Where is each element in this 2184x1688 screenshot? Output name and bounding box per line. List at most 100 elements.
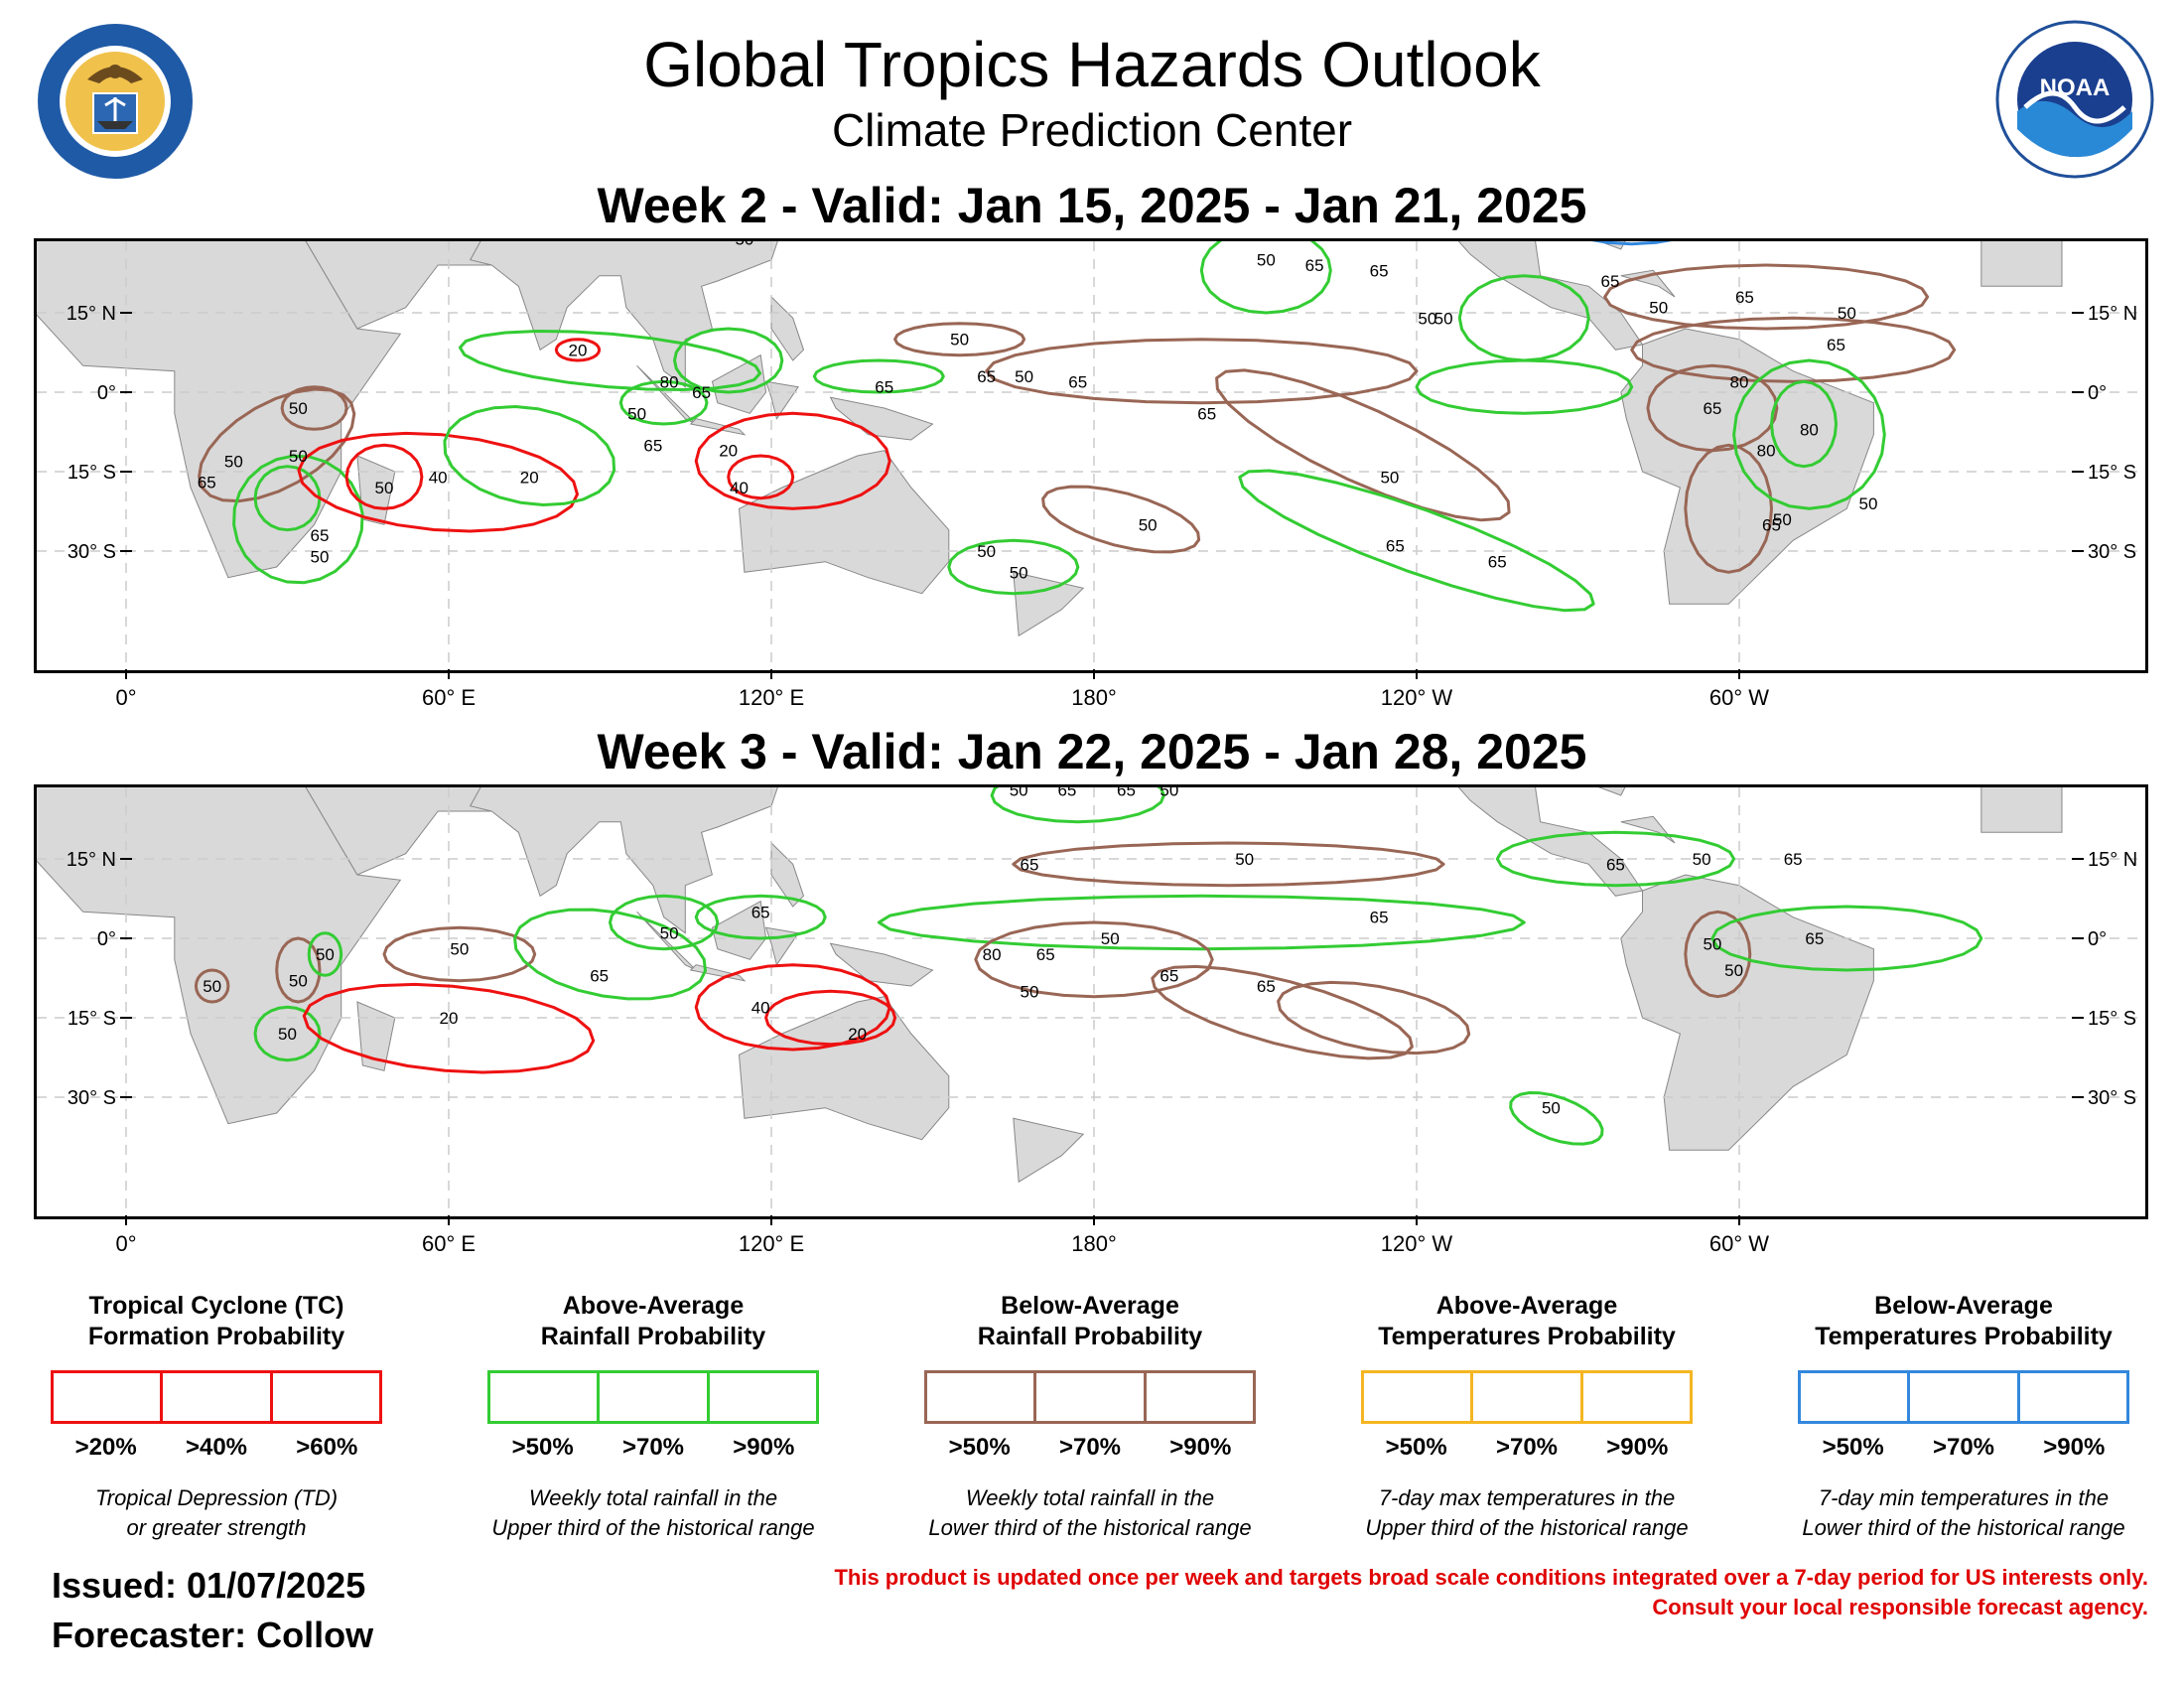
lon-tick [1093,1215,1095,1225]
legend-note: Weekly total rainfall in the Upper third … [465,1483,842,1543]
legend-threshold: >90% [733,1434,795,1461]
contour-value-label: 65 [1117,787,1136,800]
legend-swatch [1798,1370,1911,1424]
lat-label-right: 0° [2088,928,2107,950]
legend-swatch [1361,1370,1474,1424]
brown-probability-contour [275,936,322,1004]
lon-label: 120° W [1380,1231,1453,1256]
contour-value-label: 80 [1800,420,1819,439]
green-probability-contour [1710,905,1983,972]
land-mass [1620,328,1874,605]
contour-value-label: 65 [1021,855,1039,874]
contour-value-label: 80 [1757,442,1776,461]
legend-title-line: Temperatures Probability [1815,1323,2113,1350]
legend-swatch [1582,1370,1693,1424]
legend-threshold: >50% [1822,1434,1884,1461]
hazard-contours [198,241,1957,613]
contour-value-label: 50 [450,940,469,959]
legend-thresholds: >50% >70% >90% [1361,1434,1693,1462]
latitude-axis: 30° N 30° N 15° N 15° N 0° 0° 15° S 15° S 30° S 3… [67,787,2138,1109]
contour-value-label: 50 [289,447,308,466]
contour-value-label: 50 [660,924,679,943]
green-probability-contour [1770,379,1838,469]
contour-value-label: 65 [1068,372,1087,391]
land-mass [469,241,778,388]
lat-label-left: 30° N [67,787,116,791]
brown-probability-contour [1684,910,1752,999]
legend-note-line: Weekly total rainfall in the [965,1485,1215,1510]
contour-value-label: 65 [1488,553,1507,572]
lon-label: 0° [115,685,137,710]
contour-value-label: 20 [848,1025,867,1044]
land-mass [1013,1117,1085,1184]
land-layer [37,787,2063,1184]
contour-value-label: 65 [1036,945,1055,964]
land-mass [1013,571,1085,637]
issued-date: Issued: 01/07/2025 [52,1565,366,1606]
land-mass [711,900,767,960]
lon-tick [1738,1215,1740,1225]
disclaimer-line-1: This product is updated once per week an… [834,1565,2148,1590]
contour-value-label: 65 [1784,850,1803,869]
legend-threshold: >60% [296,1434,358,1461]
contour-value-label: 50 [1649,299,1668,318]
contour-value-label: 65 [977,367,996,386]
contour-value-label: 40 [429,468,448,487]
green-probability-contour [1238,469,1595,613]
legend-swatch [924,1370,1037,1424]
contour-value-label: 50 [375,479,394,497]
contour-value-label: 65 [1735,288,1754,307]
lon-tick [125,669,127,679]
land-mass [770,295,805,361]
land-mass [305,241,511,330]
red-probability-contour [554,338,602,362]
blue-probability-contour [1591,241,1673,246]
contour-value-label: 50 [735,241,753,248]
legend-thresholds: >50% >70% >90% [924,1434,1256,1462]
contour-value-label: 50 [1693,850,1711,869]
lat-label-right: 0° [2088,382,2107,404]
contour-value-label: 80 [660,372,679,391]
red-probability-contour [694,411,891,510]
contour-value-label: 50 [1859,494,1878,513]
legend-title-line: Tropical Cyclone (TC) [88,1292,344,1320]
contour-value-label: 65 [643,436,662,455]
green-probability-contour [990,787,1165,824]
legend-title-line: Above-Average [562,1292,745,1320]
brown-probability-contour [1277,980,1471,1055]
legend-threshold: >50% [511,1434,574,1461]
contour-value-label: 50 [1160,787,1178,800]
land-layer [37,241,2063,637]
contour-value-label: 65 [875,378,893,397]
lon-label: 120° W [1380,685,1453,710]
legend-note-line: Lower third of the historical range [928,1515,1252,1540]
lat-label-right: 30° S [2088,541,2136,563]
lat-label-left: 15° S [68,462,116,484]
lat-label-right: 30° N [2088,787,2137,791]
lon-tick [1738,669,1740,679]
green-probability-contour [307,931,343,977]
legend-note-line: Upper third of the historical range [491,1515,815,1540]
week3-map-panel: 50 50 50 50 50 20 65 50 65 40 20 50 65 65 50 65 50 65 80 65… [34,784,2148,1219]
legend-note-line: Lower third of the historical range [1802,1515,2125,1540]
legend-threshold: >70% [1058,1434,1122,1461]
legend-threshold: >70% [621,1434,685,1461]
red-probability-contour [344,443,424,510]
legend-title-line: Below-Average [1001,1292,1179,1320]
contour-value-label: 20 [520,468,539,487]
lon-label: 60° E [421,685,477,710]
legend-threshold: >50% [1385,1434,1447,1461]
contour-value-label: 65 [751,903,770,921]
lat-label-right: 30° S [2088,1087,2136,1109]
contour-value-label: 65 [590,966,609,985]
legend-note-line: or greater strength [126,1515,307,1540]
legend-swatches [51,1370,382,1424]
contour-value-label: 50 [950,331,969,350]
legend-swatch [1473,1370,1583,1424]
legend-item: Above-Average Temperatures Probability >50… [1338,1291,1715,1543]
brown-probability-contour [382,925,537,983]
contour-value-label: 65 [198,474,216,492]
lon-tick [448,669,450,679]
legend-threshold: >40% [185,1434,248,1461]
contour-value-label: 50 [224,452,243,471]
